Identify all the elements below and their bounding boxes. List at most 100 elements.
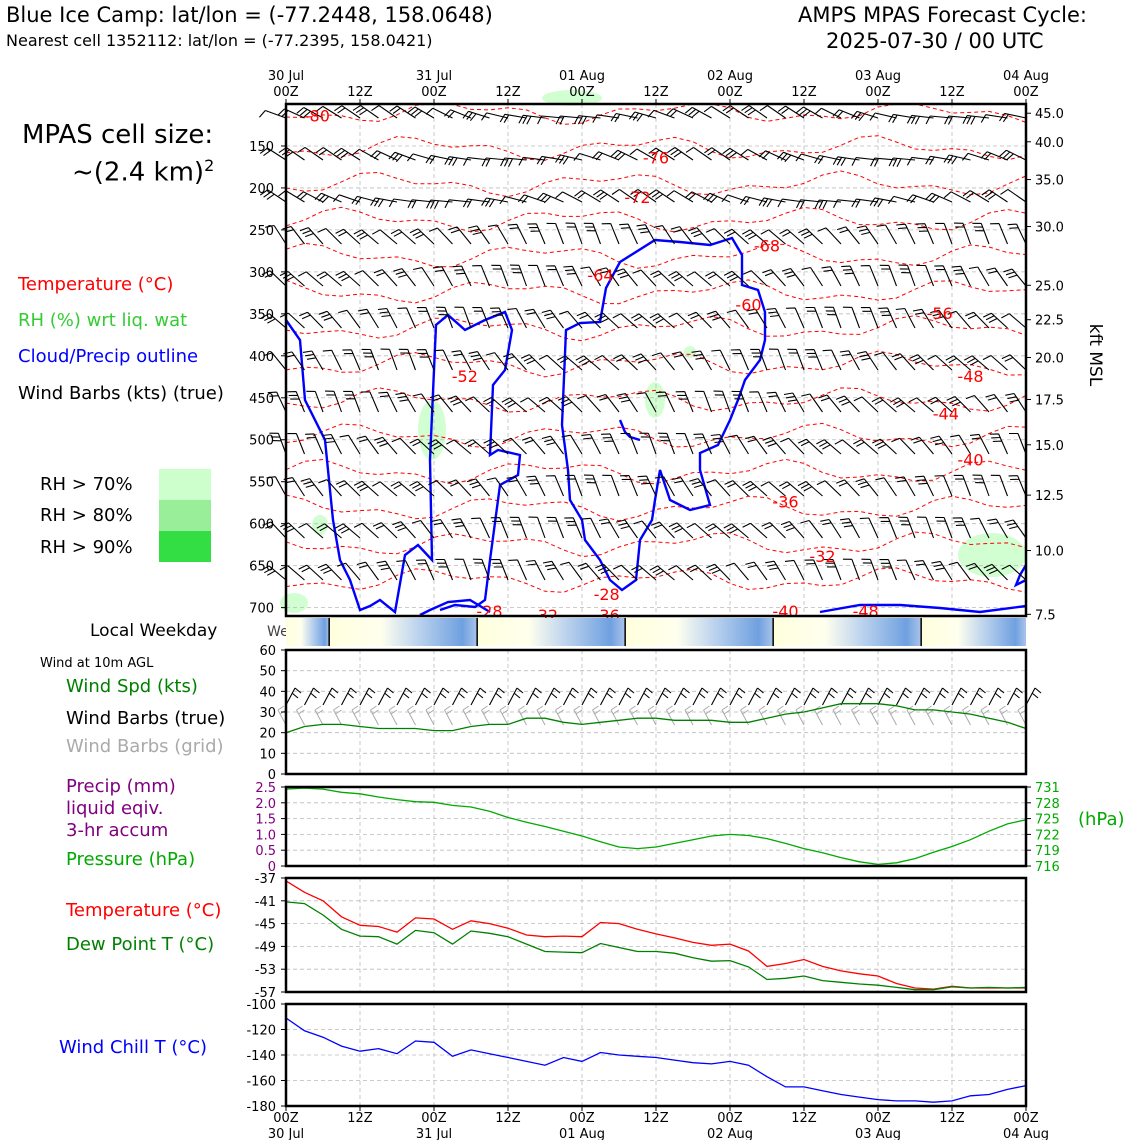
wind-barb [630,188,657,203]
wind-barb [407,106,435,119]
wind-barb [580,266,601,287]
wind-barb [339,434,361,455]
wind-barb [472,265,491,287]
pressure-tick-label: 600 [249,518,274,533]
wind-barb [266,476,287,497]
wind-barb [451,518,472,539]
wind-barb-true [933,687,949,706]
wind-barb [389,105,416,119]
wind-barb [953,474,972,497]
wind-barb [760,229,786,245]
wind-barb [853,396,879,413]
wind-barb [703,192,731,204]
wind-barb [706,563,731,581]
wind-barb [316,523,342,539]
height-tick-label: 15.0 [1035,439,1064,454]
precip-tick-label: 2.5 [255,781,276,796]
wind-barb [316,271,342,287]
wind-barb [650,521,675,539]
wind-barb-grid [425,705,435,726]
wind-barb [315,147,342,161]
top-hour-label: 00Z [717,85,743,100]
wind-barb [391,437,416,455]
wind-barb-grid [943,705,953,726]
wind-barb [388,151,416,163]
wind-barb [507,223,527,245]
wind-barb [839,350,860,371]
top-hour-label: 00Z [569,85,595,100]
height-tick-label: 22.5 [1035,314,1064,329]
height-tick-label: 12.5 [1035,489,1064,504]
wind-barb [969,433,990,455]
wind-barb [908,397,934,413]
wind-barb [898,516,916,539]
wind-barb [888,113,916,124]
wind-barb [912,308,934,329]
rh-shade-patch [645,382,665,418]
wind-barb [378,391,398,413]
wind-barb [416,559,435,581]
bottom-hour-label: 12Z [939,1111,965,1126]
wind-barb [822,349,842,371]
wind-barb [654,476,675,497]
legend-wind-chill: Wind Chill T (°C) [59,1037,207,1058]
wind-barb [594,355,620,371]
local-weekday-label: Local Weekday [90,621,218,641]
wind-barb [490,558,509,581]
wind-barb [335,480,361,497]
isotherm-line [285,170,1027,198]
wind-barb-true [674,687,690,706]
wind-barb [667,147,694,161]
wind-barb [668,312,694,329]
wind-barb [723,228,749,245]
wind-barb [951,265,971,287]
rh90-label: RH > 90% [40,537,133,558]
wind-barb [434,349,453,371]
wind-barb [990,474,1009,497]
wind-barb [298,271,324,287]
wind-barb [927,396,953,413]
wind-barb [742,229,768,245]
wind-barb-grid [499,705,509,726]
wind-barb-grid [518,705,527,726]
isotherm-line [285,135,1027,161]
bottom-hour-label: 00Z [865,1111,891,1126]
wind-barb [370,197,398,208]
top-hour-label: 12Z [791,85,817,100]
rh80-label: RH > 80% [40,505,133,526]
wind-barb [280,522,305,539]
wind-barb [541,309,564,329]
wind-barb [814,154,842,165]
wind-barb [538,354,564,371]
isotherm-label: -72 [624,188,650,207]
legend-barbs-true: Wind Barbs (true) [66,708,226,729]
forecast-cycle-date: 2025-07-30 / 00 UTC [826,29,1044,53]
wind-barb [380,348,398,371]
wind-barb [982,312,1008,329]
bottom-hour-label: 00Z [569,1111,595,1126]
height-tick-label: 25.0 [1035,279,1064,294]
wind-barb [267,391,287,413]
pressure-tick-label: 719 [1035,844,1060,859]
wind-barb [262,521,287,539]
wind-barb [934,475,953,497]
wind-barb [563,265,583,287]
wind-barb [481,112,509,121]
rh90-swatch [159,531,211,562]
bottom-date-label: 02 Aug [707,1127,753,1140]
wind-barb [986,267,1008,287]
wind-barb [374,436,398,455]
wind-barb-true [563,687,579,706]
wind-barb-grid [832,705,842,726]
wind-barb-grid [703,705,712,726]
wind-barb [491,264,509,287]
wind-barb-grid [296,705,305,726]
legend-wind-speed: Wind Spd (kts) [66,676,198,697]
wind-barb [525,559,546,581]
wind-barb [987,518,1008,539]
wind-barb [816,439,842,455]
wind-barb [425,154,453,165]
wind-barb [842,306,861,329]
wind-barb [613,354,638,371]
